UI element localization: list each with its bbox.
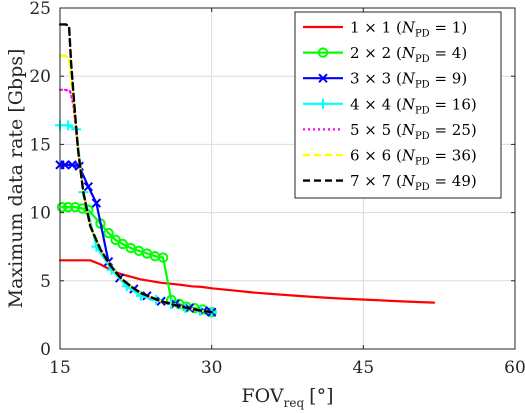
circle-marker	[62, 201, 74, 213]
y-tick-label: 25	[29, 0, 51, 19]
x-axis-label-main: FOV	[241, 385, 283, 407]
x-marker-stroke	[318, 73, 328, 83]
legend-label-prefix: 3 × 3 (	[350, 70, 402, 88]
legend-entry: 2 × 2 (NPD = 4)	[303, 44, 467, 65]
legend-label-var: N	[401, 121, 416, 139]
legend-label: 4 × 4 (NPD = 16)	[350, 95, 477, 116]
plus-marker	[318, 98, 328, 109]
legend-label-tail: = 36)	[430, 147, 477, 165]
x-axis-label: FOVreq [°]	[241, 385, 333, 410]
legend-label: 5 × 5 (NPD = 25)	[350, 121, 477, 142]
legend-label: 2 × 2 (NPD = 4)	[350, 44, 467, 65]
x-tick-label: 45	[353, 358, 375, 378]
legend-label-var: N	[401, 70, 416, 88]
circle-marker	[157, 252, 169, 263]
circle-marker	[317, 47, 329, 58]
legend-entry: 4 × 4 (NPD = 16)	[303, 95, 477, 116]
legend-label-tail: = 9)	[430, 70, 468, 88]
legend-label-sub: PD	[415, 182, 430, 193]
legend-label-prefix: 5 × 5 (	[350, 121, 402, 139]
legend-box	[294, 11, 502, 199]
legend-label: 7 × 7 (NPD = 49)	[350, 172, 477, 193]
legend-label-prefix: 6 × 6 (	[350, 147, 402, 165]
plus-marker	[63, 120, 74, 131]
legend-entry: 5 × 5 (NPD = 25)	[303, 121, 477, 142]
x-axis-label-sub: req	[284, 396, 305, 410]
x-marker	[60, 160, 70, 170]
legend-label-sub: PD	[415, 29, 430, 40]
x-marker-stroke	[91, 198, 102, 208]
axis-ticks: 15 30 45 60 0 5 10 15 20 25	[29, 0, 525, 378]
circle-marker	[103, 227, 114, 239]
x-axis-label-unit: [°]	[309, 385, 333, 407]
legend-label-tail: = 16)	[430, 95, 477, 113]
plot-series	[55, 23, 436, 318]
x-marker-stroke	[67, 160, 77, 170]
legend-label: 3 × 3 (NPD = 9)	[350, 70, 467, 91]
legend-label-tail: = 1)	[430, 19, 468, 37]
legend-label-var: N	[401, 147, 416, 165]
legend-label-prefix: 7 × 7 (	[350, 172, 402, 190]
circle-marker	[117, 238, 128, 250]
x-tick-label: 60	[504, 358, 525, 378]
series-7	[58, 23, 213, 314]
y-tick-label: 0	[40, 340, 51, 360]
x-marker-stroke	[60, 160, 70, 170]
x-marker	[91, 198, 102, 208]
legend-entry: 7 × 7 (NPD = 49)	[303, 172, 477, 193]
legend-label-tail: = 49)	[430, 172, 477, 190]
legend-label-prefix: 1 × 1 (	[350, 19, 402, 37]
legend-label-prefix: 4 × 4 (	[350, 95, 402, 113]
legend-label-prefix: 2 × 2 (	[350, 44, 402, 62]
legend-entry: 1 × 1 (NPD = 1)	[303, 19, 467, 40]
y-tick-label: 15	[29, 135, 51, 155]
y-tick-label: 20	[29, 67, 51, 87]
legend-entry: 6 × 6 (NPD = 36)	[303, 147, 477, 168]
legend-label-var: N	[401, 95, 416, 113]
circle-marker	[69, 201, 81, 213]
legend-label: 6 × 6 (NPD = 36)	[350, 147, 477, 168]
legend-label-tail: = 25)	[430, 121, 477, 139]
x-marker	[83, 181, 94, 192]
x-tick-label: 15	[49, 358, 71, 378]
legend-label-tail: = 4)	[430, 44, 468, 62]
y-axis-label: Maximum data rate [Gbps]	[5, 49, 27, 309]
x-tick-label: 30	[201, 358, 223, 378]
legend-label: 1 × 1 (NPD = 1)	[350, 19, 467, 40]
y-tick-label: 10	[29, 204, 51, 224]
legend-label-var: N	[401, 44, 416, 62]
legend: 1 × 1 (NPD = 1)2 × 2 (NPD = 4)3 × 3 (NPD…	[294, 11, 502, 199]
legend-label-sub: PD	[415, 80, 430, 91]
x-marker	[318, 73, 328, 83]
circle-marker	[56, 201, 68, 213]
axes-frame	[59, 7, 516, 350]
y-tick-label: 5	[40, 272, 51, 292]
legend-label-var: N	[401, 19, 416, 37]
series-1	[58, 259, 436, 304]
x-marker-stroke	[83, 181, 94, 192]
legend-label-sub: PD	[415, 54, 430, 65]
legend-label-var: N	[401, 172, 416, 190]
series-line	[58, 259, 436, 304]
legend-label-sub: PD	[415, 105, 430, 116]
legend-label-sub: PD	[415, 157, 430, 168]
series-line	[58, 23, 213, 314]
legend-entry: 3 × 3 (NPD = 9)	[303, 70, 467, 91]
legend-label-sub: PD	[415, 131, 430, 142]
x-marker	[67, 160, 77, 170]
